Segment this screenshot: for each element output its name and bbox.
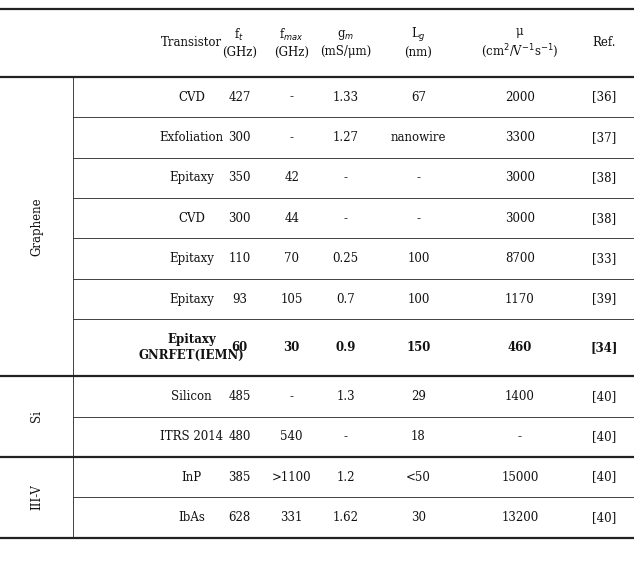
Text: 3000: 3000 [505,171,535,184]
Text: -: - [344,212,347,225]
Text: Transistor: Transistor [161,36,223,49]
Text: 2000: 2000 [505,90,535,104]
Text: Epitaxy: Epitaxy [169,252,214,265]
Text: Epitaxy
GNRFET(IEMN): Epitaxy GNRFET(IEMN) [139,333,245,362]
Text: [38]: [38] [592,212,616,225]
Text: Epitaxy: Epitaxy [169,171,214,184]
Text: 0.25: 0.25 [332,252,359,265]
Text: 540: 540 [280,430,303,443]
Text: [40]: [40] [592,471,616,484]
Text: -: - [290,390,294,403]
Text: [38]: [38] [592,171,616,184]
Text: 427: 427 [228,90,250,104]
Text: f$_{max}$
(GHz): f$_{max}$ (GHz) [274,27,309,59]
Text: 8700: 8700 [505,252,535,265]
Text: μ
(cm$^2$/V$^{-1}$s$^{-1}$): μ (cm$^2$/V$^{-1}$s$^{-1}$) [481,26,559,60]
Text: 93: 93 [232,292,247,306]
Text: L$_g$
(nm): L$_g$ (nm) [404,26,432,60]
Text: 480: 480 [228,430,250,443]
Text: Exfoliation: Exfoliation [160,131,224,144]
Text: 1.3: 1.3 [336,390,355,403]
Text: 3000: 3000 [505,212,535,225]
Text: 30: 30 [411,511,426,524]
Text: CVD: CVD [178,212,205,225]
Text: 13200: 13200 [501,511,538,524]
Text: 110: 110 [228,252,250,265]
Text: [40]: [40] [592,511,616,524]
Text: f$_t$
(GHz): f$_t$ (GHz) [222,27,257,59]
Text: 60: 60 [231,341,247,354]
Text: 0.7: 0.7 [336,292,355,306]
Text: 100: 100 [407,252,430,265]
Text: Ref.: Ref. [592,36,616,49]
Text: [33]: [33] [592,252,616,265]
Text: 67: 67 [411,90,426,104]
Text: 385: 385 [228,471,250,484]
Text: [34]: [34] [590,341,618,354]
Text: 300: 300 [228,212,250,225]
Text: InP: InP [182,471,202,484]
Text: -: - [290,131,294,144]
Text: 1.27: 1.27 [332,131,359,144]
Text: >1100: >1100 [272,471,311,484]
Text: [40]: [40] [592,430,616,443]
Text: -: - [344,171,347,184]
Text: -: - [518,430,522,443]
Text: nanowire: nanowire [391,131,446,144]
Text: 1.62: 1.62 [332,511,359,524]
Text: 485: 485 [228,390,250,403]
Text: g$_m$
(mS/μm): g$_m$ (mS/μm) [320,28,371,57]
Text: 1170: 1170 [505,292,534,306]
Text: -: - [417,212,420,225]
Text: [37]: [37] [592,131,616,144]
Text: Epitaxy: Epitaxy [169,292,214,306]
Text: Silicon: Silicon [171,390,212,403]
Text: 1400: 1400 [505,390,535,403]
Text: 18: 18 [411,430,426,443]
Text: 1.2: 1.2 [336,471,355,484]
Text: 350: 350 [228,171,250,184]
Text: Si: Si [30,411,43,422]
Text: 29: 29 [411,390,426,403]
Text: 70: 70 [284,252,299,265]
Text: IbAs: IbAs [178,511,205,524]
Text: ITRS 2014: ITRS 2014 [160,430,223,443]
Text: 100: 100 [407,292,430,306]
Text: -: - [417,171,420,184]
Text: 42: 42 [284,171,299,184]
Text: <50: <50 [406,471,431,484]
Text: 1.33: 1.33 [332,90,359,104]
Text: -: - [344,430,347,443]
Text: 150: 150 [406,341,430,354]
Text: 0.9: 0.9 [335,341,356,354]
Text: 105: 105 [280,292,303,306]
Text: 300: 300 [228,131,250,144]
Text: Graphene: Graphene [30,197,43,256]
Text: -: - [290,90,294,104]
Text: 628: 628 [228,511,250,524]
Text: [39]: [39] [592,292,616,306]
Text: 3300: 3300 [505,131,535,144]
Text: CVD: CVD [178,90,205,104]
Text: 44: 44 [284,212,299,225]
Text: [36]: [36] [592,90,616,104]
Text: 460: 460 [508,341,532,354]
Text: 15000: 15000 [501,471,538,484]
Text: [40]: [40] [592,390,616,403]
Text: 331: 331 [280,511,303,524]
Text: 30: 30 [283,341,300,354]
Text: III-V: III-V [30,484,43,510]
